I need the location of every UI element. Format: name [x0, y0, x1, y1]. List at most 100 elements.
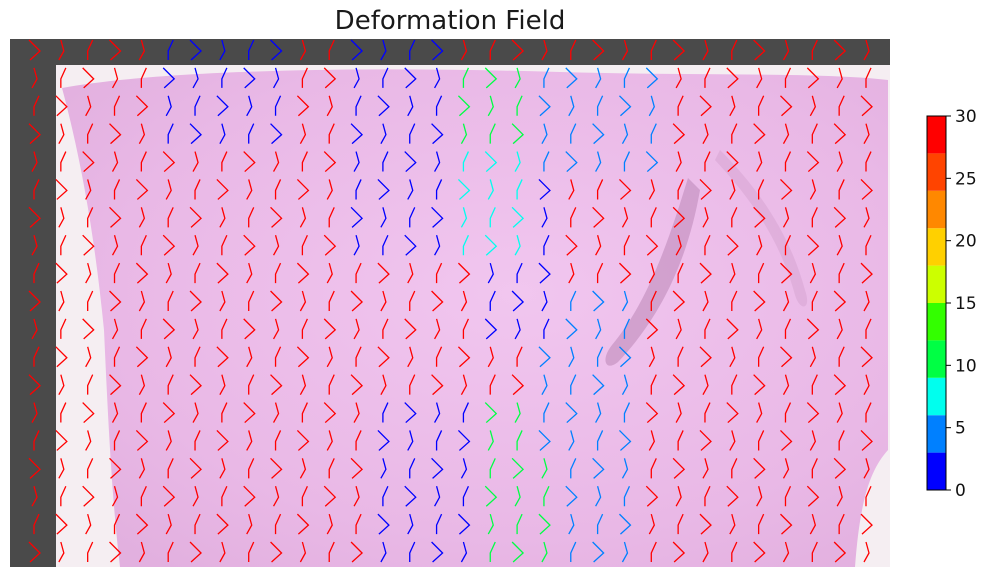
- vector-glyph: [194, 179, 201, 200]
- vector-glyph: [221, 151, 228, 172]
- colorbar-band: [927, 340, 946, 378]
- vector-glyph: [431, 206, 444, 228]
- vector-glyph: [82, 485, 95, 507]
- vector-glyph: [301, 318, 308, 339]
- vector-glyph: [592, 123, 605, 145]
- vector-glyph: [407, 179, 414, 200]
- vector-glyph: [511, 39, 525, 61]
- vector-glyph: [809, 262, 817, 284]
- vector-glyph: [270, 457, 283, 479]
- vector-glyph: [243, 234, 256, 256]
- vector-glyph: [301, 485, 308, 507]
- vector-glyph: [702, 39, 709, 61]
- vector-glyph: [699, 429, 712, 451]
- vector-glyph: [538, 429, 551, 451]
- vector-glyph: [299, 458, 307, 479]
- vector-glyph: [784, 485, 792, 507]
- vector-glyph: [863, 458, 870, 479]
- vector-glyph: [462, 234, 470, 256]
- vector-glyph: [621, 39, 629, 61]
- vector-glyph: [33, 262, 40, 284]
- vector-glyph: [111, 151, 119, 172]
- vector-glyph: [565, 234, 578, 256]
- vector-glyph: [216, 513, 229, 535]
- vector-glyph: [382, 485, 389, 507]
- vector-glyph: [113, 262, 121, 284]
- vector-glyph: [811, 290, 818, 311]
- vector-glyph: [111, 402, 119, 423]
- vector-glyph: [811, 541, 818, 562]
- vector-glyph: [82, 234, 95, 256]
- vector-glyph: [272, 486, 280, 507]
- vector-glyph: [462, 151, 470, 172]
- vector-glyph: [541, 290, 548, 312]
- vector-glyph: [699, 513, 712, 535]
- vector-glyph: [270, 290, 283, 312]
- vector-glyph: [514, 67, 521, 89]
- vector-glyph: [162, 402, 176, 424]
- colorbar-tick-label: 20: [955, 232, 977, 252]
- vector-glyph: [833, 123, 847, 145]
- vector-glyph: [58, 123, 65, 144]
- vector-glyph: [541, 541, 548, 563]
- vector-glyph: [462, 485, 470, 507]
- vector-glyph: [541, 207, 548, 228]
- vector-glyph: [326, 513, 333, 535]
- vector-glyph: [836, 402, 843, 423]
- vector-glyph: [511, 290, 525, 312]
- vector-glyph: [568, 513, 575, 535]
- vector-glyph: [109, 290, 122, 312]
- vector-glyph: [353, 486, 360, 507]
- vector-glyph: [165, 262, 172, 284]
- vector-glyph: [377, 262, 390, 284]
- vector-glyph: [511, 206, 525, 228]
- vector-glyph: [138, 374, 146, 395]
- vector-glyph: [675, 67, 682, 89]
- vector-glyph: [189, 374, 202, 396]
- vector-glyph: [806, 67, 820, 89]
- vector-glyph: [296, 262, 310, 284]
- vector-glyph: [511, 374, 525, 396]
- vector-glyph: [192, 235, 199, 256]
- vector-glyph: [596, 513, 604, 535]
- colorbar-tick-label: 5: [955, 419, 966, 439]
- colorbar-tick-label: 0: [955, 481, 966, 501]
- vector-glyph: [404, 151, 417, 173]
- vector-glyph: [806, 151, 820, 173]
- colorbar-band: [927, 228, 946, 266]
- vector-glyph: [380, 541, 387, 563]
- vector-glyph: [784, 234, 792, 256]
- vector-glyph: [328, 458, 335, 479]
- vector-glyph: [645, 151, 659, 173]
- vector-glyph: [140, 151, 147, 172]
- vector-glyph: [753, 39, 766, 61]
- vector-glyph: [568, 346, 575, 368]
- vector-glyph: [111, 318, 119, 340]
- vector-glyph: [462, 318, 470, 339]
- vector-glyph: [757, 430, 765, 451]
- vector-glyph: [382, 67, 389, 88]
- vector-glyph: [270, 39, 283, 61]
- vector-glyph: [246, 262, 253, 284]
- vector-glyph: [731, 458, 738, 479]
- vector-glyph: [487, 346, 494, 368]
- vector-glyph: [274, 95, 282, 116]
- vector-glyph: [618, 262, 632, 284]
- vector-glyph: [135, 95, 149, 117]
- colorbar-band: [927, 415, 946, 453]
- vector-glyph: [82, 402, 95, 424]
- vector-glyph: [246, 346, 253, 368]
- vector-glyph: [757, 346, 765, 367]
- vector-glyph: [568, 179, 575, 200]
- vector-glyph: [511, 541, 525, 563]
- vector-glyph: [782, 458, 790, 479]
- vector-glyph: [592, 457, 605, 479]
- vector-glyph: [138, 458, 146, 479]
- vector-glyph: [113, 95, 121, 116]
- vector-glyph: [407, 430, 414, 451]
- vector-glyph: [782, 541, 790, 563]
- vector-glyph: [248, 123, 255, 144]
- vector-glyph: [623, 234, 631, 256]
- vector-glyph: [58, 541, 65, 563]
